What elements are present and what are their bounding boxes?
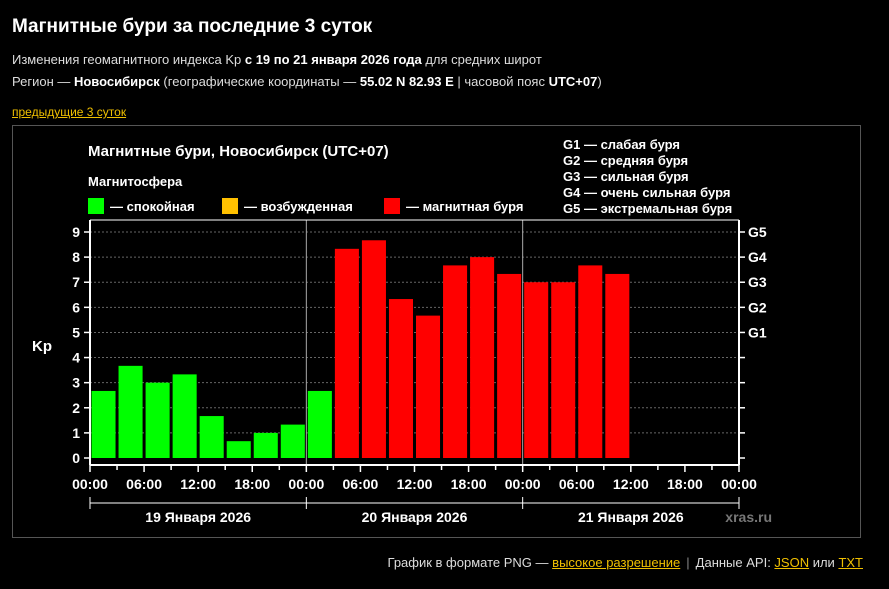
x-tick-label: 00:00 [505, 476, 541, 492]
chart-frame [12, 125, 861, 538]
x-tick-label: 06:00 [559, 476, 595, 492]
high-res-link[interactable]: высокое разрешение [552, 555, 681, 570]
g-level-label: G5 [748, 224, 767, 240]
storm-scale-item: G4 — очень сильная буря [563, 185, 730, 200]
kp-bar [145, 382, 170, 458]
footer-separator: | [686, 555, 690, 570]
storm-scale-item: G3 — сильная буря [563, 169, 689, 184]
y-tick-label: 3 [72, 375, 80, 391]
legend-label: — возбужденная [244, 199, 353, 214]
kp-bar [280, 424, 305, 458]
watermark: xras.ru [725, 509, 772, 525]
kp-bar [334, 248, 359, 458]
api-text: Данные API: [695, 555, 775, 570]
json-link[interactable]: JSON [774, 555, 810, 570]
kp-bar [497, 273, 522, 458]
x-tick-label: 18:00 [451, 476, 487, 492]
x-tick-label: 06:00 [126, 476, 162, 492]
y-tick-label: 5 [72, 324, 80, 340]
y-axis-label: Kp [32, 338, 52, 355]
or-text: или [809, 555, 839, 570]
footer: График в формате PNG — высокое разрешени… [388, 555, 863, 570]
x-tick-label: 18:00 [667, 476, 703, 492]
x-tick-label: 12:00 [613, 476, 649, 492]
storm-scale-item: G2 — средняя буря [563, 153, 688, 168]
kp-bar [307, 390, 332, 458]
kp-bar [253, 432, 278, 458]
subtitle-region: Регион — Новосибирск (географические коо… [12, 74, 602, 89]
legend-swatch [222, 198, 238, 214]
legend-title: Магнитосфера [88, 174, 183, 189]
y-tick-label: 6 [72, 299, 80, 315]
kp-bar [443, 265, 468, 458]
kp-bar [524, 282, 549, 458]
x-tick-label: 00:00 [721, 476, 757, 492]
g-level-label: G2 [748, 299, 767, 315]
kp-bar [551, 282, 576, 458]
x-tick-label: 00:00 [72, 476, 108, 492]
y-tick-label: 1 [72, 425, 80, 441]
kp-bar [388, 299, 413, 458]
y-tick-label: 9 [72, 224, 80, 240]
kp-bar [578, 265, 603, 458]
x-tick-label: 12:00 [180, 476, 216, 492]
legend-swatch [88, 198, 104, 214]
kp-bar [361, 240, 386, 458]
g-level-label: G3 [748, 274, 767, 290]
g-level-label: G1 [748, 324, 767, 340]
kp-bar [470, 257, 495, 458]
legend-swatch [384, 198, 400, 214]
kp-bar [91, 390, 116, 458]
day-label: 21 Января 2026 [578, 509, 684, 525]
y-tick-label: 0 [72, 450, 80, 466]
y-tick-label: 4 [72, 350, 80, 366]
plot-area [90, 220, 739, 465]
kp-bar [226, 441, 251, 458]
y-tick-label: 8 [72, 249, 80, 265]
legend-label: — спокойная [110, 199, 195, 214]
subtitle-date-range: Изменения геомагнитного индекса Kp с 19 … [12, 52, 542, 67]
legend-label: — магнитная буря [406, 199, 523, 214]
x-tick-label: 06:00 [343, 476, 379, 492]
y-tick-label: 2 [72, 400, 80, 416]
y-tick-label: 7 [72, 274, 80, 290]
previous-3-days-link[interactable]: предыдущие 3 суток [12, 105, 127, 119]
chart-title: Магнитные бури, Новосибирск (UTC+07) [88, 143, 389, 160]
kp-bar [605, 273, 630, 458]
kp-bar [199, 416, 224, 458]
kp-bar [118, 365, 143, 458]
kp-bar [416, 315, 441, 458]
g-level-label: G4 [748, 249, 767, 265]
day-label: 19 Января 2026 [145, 509, 251, 525]
kp-bar [172, 374, 197, 458]
kp-chart: Магнитные бури, Новосибирск (UTC+07) Магн… [32, 137, 772, 525]
txt-link[interactable]: TXT [838, 555, 863, 570]
storm-scale-item: G1 — слабая буря [563, 137, 680, 152]
png-text: График в формате PNG — [387, 555, 553, 570]
x-tick-label: 18:00 [234, 476, 270, 492]
storm-scale-item: G5 — экстремальная буря [563, 201, 732, 216]
day-label: 20 Января 2026 [362, 509, 468, 525]
x-tick-label: 12:00 [397, 476, 433, 492]
x-tick-label: 00:00 [288, 476, 324, 492]
page-title: Магнитные бури за последние 3 суток [12, 16, 373, 37]
